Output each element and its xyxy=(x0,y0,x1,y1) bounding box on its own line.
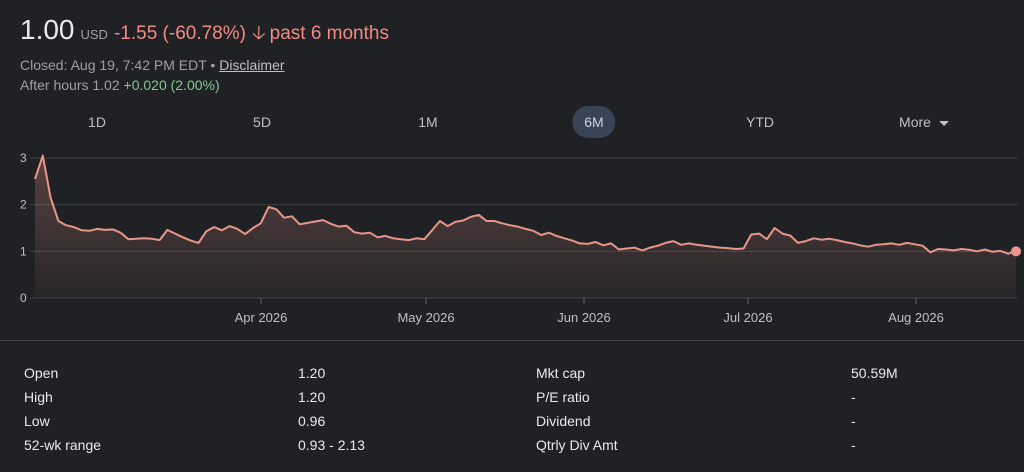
section-divider xyxy=(0,340,1024,341)
tab-5d[interactable]: 5D xyxy=(241,106,283,138)
x-tick-label: Apr 2026 xyxy=(235,310,288,325)
x-tick-label: Jun 2026 xyxy=(557,310,611,325)
price-chart[interactable]: 0 1 2 3 Apr 2026 May 2026 Jun 2026 Jul 2026 Aug… xyxy=(0,145,1024,335)
stat-label: Mkt cap xyxy=(536,365,586,381)
chevron-down-icon xyxy=(938,120,949,126)
stat-value: - xyxy=(851,437,856,453)
tab-label: 1M xyxy=(418,114,438,130)
stat-value: - xyxy=(851,389,856,405)
closed-info: Closed: Aug 19, 7:42 PM EDT • Disclaimer xyxy=(20,57,389,73)
stat-label: High xyxy=(24,389,53,405)
closed-text: Closed: Aug 19, 7:42 PM EDT xyxy=(20,57,207,73)
stat-label: P/E ratio xyxy=(536,389,590,405)
y-tick-label: 3 xyxy=(20,151,27,165)
price-line: 1.00 USD -1.55 (-60.78%) 🡣 past 6 months xyxy=(20,14,389,51)
stat-label: Qtrly Div Amt xyxy=(536,437,618,453)
y-tick-label: 1 xyxy=(20,244,27,258)
price-area xyxy=(35,155,1016,298)
stat-value: 0.93 - 2.13 xyxy=(298,437,365,453)
tab-1d[interactable]: 1D xyxy=(76,106,118,138)
arrow-down-icon: 🡣 xyxy=(251,23,266,44)
tab-ytd[interactable]: YTD xyxy=(734,106,786,138)
stat-label: Open xyxy=(24,365,59,381)
tab-label: 1D xyxy=(88,114,106,130)
tab-1m[interactable]: 1M xyxy=(406,106,449,138)
stat-label: 52-wk range xyxy=(24,437,102,453)
tab-6m[interactable]: 6M xyxy=(572,106,616,138)
price-change: -1.55 (-60.78%) xyxy=(113,23,246,44)
disclaimer-link[interactable]: Disclaimer xyxy=(219,57,285,73)
x-tick-label: Jul 2026 xyxy=(723,310,772,325)
stat-label: Dividend xyxy=(536,413,591,429)
after-hours-info: After hours 1.02 +0.020 (2.00%) xyxy=(20,77,389,93)
currency-label: USD xyxy=(80,27,108,42)
current-price: 1.00 xyxy=(20,14,75,45)
x-tick-label: Aug 2026 xyxy=(888,310,944,325)
stat-label: Low xyxy=(24,413,50,429)
tab-label: YTD xyxy=(746,114,774,130)
separator: • xyxy=(210,57,216,73)
tab-more[interactable]: More xyxy=(887,106,961,138)
after-hours-change: +0.020 (2.00%) xyxy=(123,77,220,93)
tab-label: 5D xyxy=(253,114,271,130)
stat-value: 0.96 xyxy=(298,413,326,429)
price-line-series xyxy=(34,154,1017,255)
change-period: past 6 months xyxy=(269,23,389,44)
stat-value: 1.20 xyxy=(298,365,326,381)
quote-header: 1.00 USD -1.55 (-60.78%) 🡣 past 6 months… xyxy=(20,14,389,93)
tab-label: 6M xyxy=(584,114,604,130)
y-tick-label: 0 xyxy=(20,291,27,305)
stat-value: - xyxy=(851,413,856,429)
x-tick-label: May 2026 xyxy=(397,310,454,325)
stat-value: 1.20 xyxy=(298,389,326,405)
stat-value: 50.59M xyxy=(851,365,898,381)
last-price-marker xyxy=(1011,246,1021,257)
y-tick-label: 2 xyxy=(20,198,27,212)
range-tabs: 1D 5D 1M 6M YTD More xyxy=(0,106,1024,140)
tab-label: More xyxy=(899,114,931,130)
after-hours-label: After hours 1.02 xyxy=(20,77,120,93)
